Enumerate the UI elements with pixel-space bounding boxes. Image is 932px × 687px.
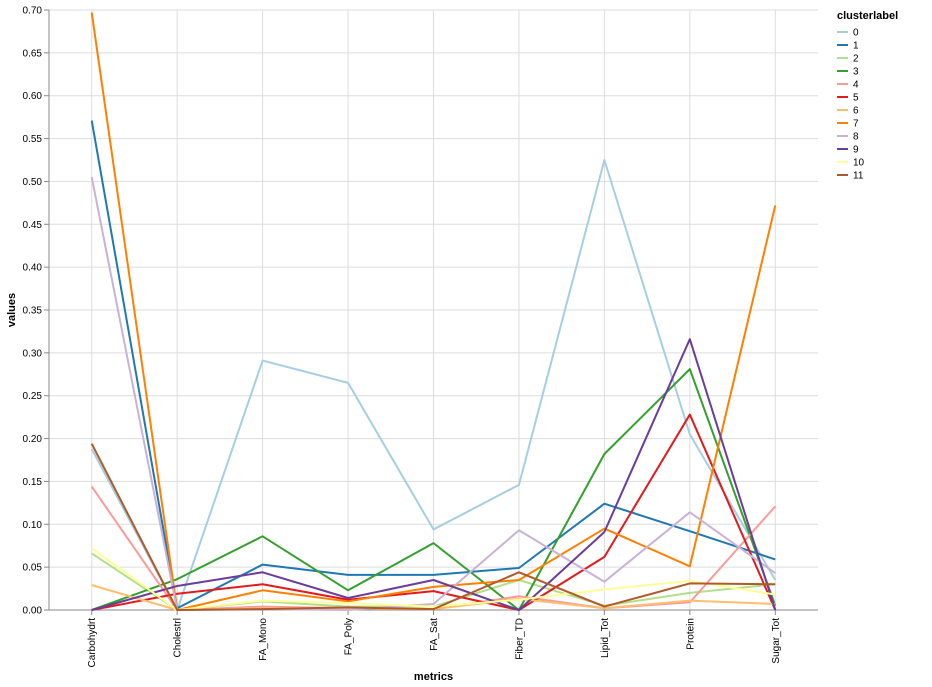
series-line-7 — [90, 12, 777, 611]
y-tick-label: 0.05 — [23, 563, 43, 574]
legend: clusterlabel 0 1 2 3 4 5 6 7 8 9 10 11 — [837, 10, 898, 182]
x-tick-label: FA_Mono — [258, 618, 269, 661]
y-tick-label: 0.25 — [23, 391, 43, 402]
series-line-1 — [90, 120, 776, 610]
y-tick-label: 0.10 — [23, 520, 43, 531]
legend-label-5: 5 — [853, 93, 859, 104]
x-tick-label: Lipid_Tot — [600, 618, 611, 658]
y-tick-label: 0.65 — [23, 48, 43, 59]
legend-label-9: 9 — [853, 145, 859, 156]
x-axis: Carbohydrt Cholestrl FA_Mono FA_Poly FA_Sat F… — [49, 609, 818, 668]
series-line-5 — [91, 413, 777, 611]
y-tick-label: 0.50 — [23, 177, 43, 188]
y-tick-label: 0.30 — [23, 348, 43, 359]
series-line-10 — [91, 547, 776, 611]
legend-label-0: 0 — [853, 28, 859, 39]
y-tick-label: 0.20 — [23, 434, 43, 445]
x-tick-label: Protein — [685, 618, 696, 650]
y-axis: 0.00 0.05 0.10 0.15 0.20 0.25 0.30 0.35 0.40 0.45… — [23, 6, 50, 617]
y-tick-label: 0.40 — [23, 263, 43, 274]
y-tick-label: 0.70 — [23, 6, 43, 17]
legend-title: clusterlabel — [837, 10, 898, 22]
y-tick-label: 0.15 — [23, 477, 43, 488]
series-line-3 — [91, 368, 777, 611]
grid-lines — [49, 9, 818, 611]
y-tick-label: 0.45 — [23, 220, 43, 231]
legend-label-11: 11 — [853, 171, 864, 182]
legend-label-2: 2 — [853, 54, 859, 65]
x-tick-label: Carbohydrt — [87, 618, 98, 668]
y-tick-label: 0.00 — [23, 606, 43, 617]
y-axis-title: values — [6, 293, 18, 327]
legend-label-1: 1 — [853, 41, 859, 52]
x-axis-title: metrics — [414, 671, 453, 683]
series-line-0 — [90, 159, 777, 611]
series-line-11 — [90, 443, 776, 611]
y-tick-label: 0.60 — [23, 91, 43, 102]
series-line-9 — [91, 338, 777, 611]
legend-label-6: 6 — [853, 106, 859, 117]
legend-label-10: 10 — [853, 158, 865, 169]
legend-label-8: 8 — [853, 132, 859, 143]
y-tick-label: 0.55 — [23, 134, 43, 145]
legend-label-7: 7 — [853, 119, 859, 130]
legend-label-4: 4 — [853, 80, 859, 91]
legend-label-3: 3 — [853, 67, 859, 78]
series-lines — [90, 12, 777, 611]
x-tick-label: FA_Sat — [429, 618, 440, 651]
x-tick-label: Cholestrl — [173, 618, 184, 657]
y-tick-label: 0.35 — [23, 306, 43, 317]
x-tick-label: Fiber_TD — [514, 618, 525, 660]
x-tick-label: FA_Poly — [344, 618, 355, 655]
x-tick-label: Sugar_Tot — [771, 618, 782, 664]
